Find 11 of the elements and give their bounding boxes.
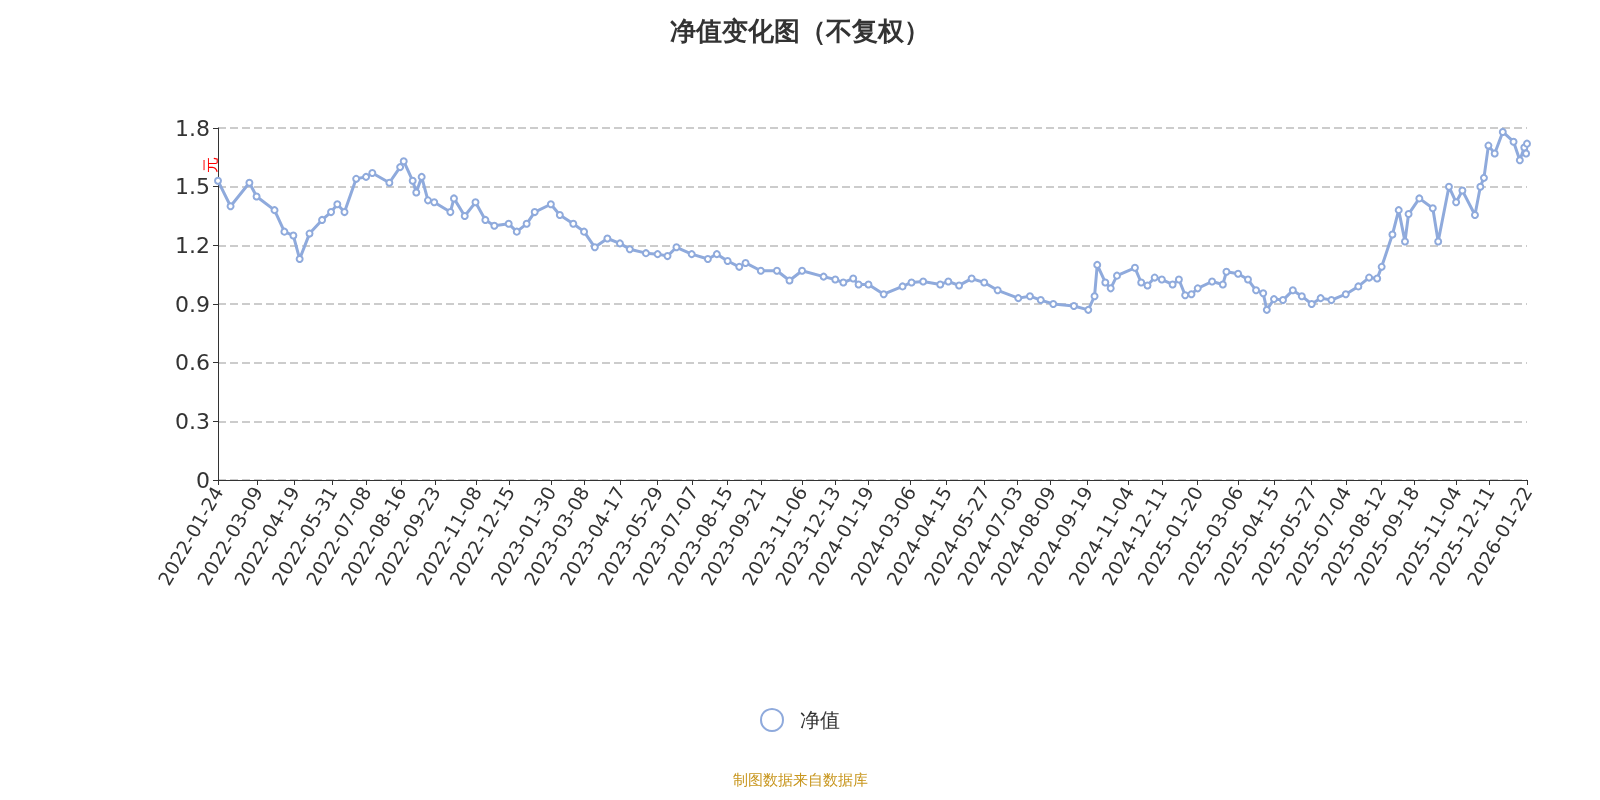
y-tick-label: 1.5 (175, 174, 210, 200)
y-tick-label: 0.6 (175, 350, 210, 376)
chart-title: 净值变化图（不复权） (670, 16, 930, 46)
y-tick-label: 1.8 (175, 115, 210, 141)
y-axis-title: 元 (200, 156, 220, 173)
y-tick-label: 0.9 (175, 291, 210, 317)
y-tick-label: 1.2 (175, 232, 210, 258)
text: 制图数据来自数据库 (732, 770, 868, 789)
y-tick-label: 0.3 (175, 408, 210, 434)
legend-label: 净值 (800, 708, 840, 732)
y-tick-label: 0 (196, 467, 210, 493)
